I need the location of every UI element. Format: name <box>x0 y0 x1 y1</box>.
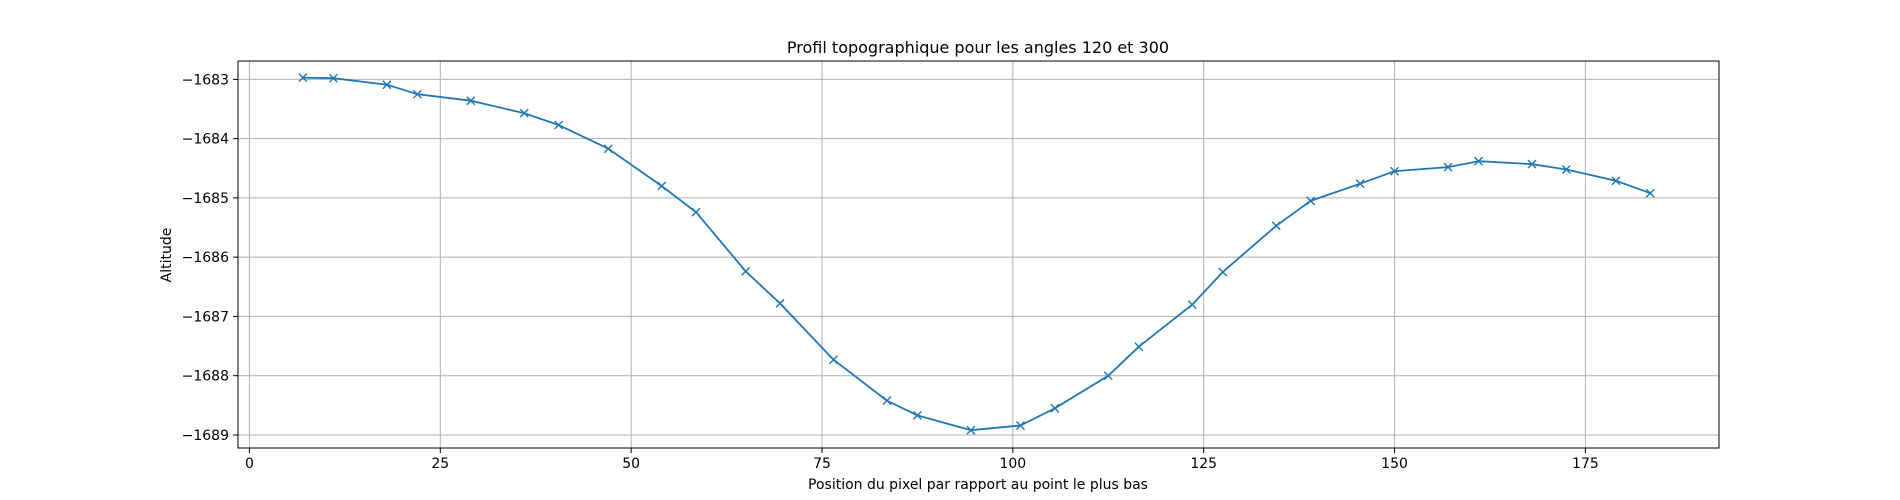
series-line <box>302 76 1651 432</box>
x-tick-label: 0 <box>245 456 254 472</box>
data-point-marker <box>328 73 338 83</box>
y-axis-label: Altitude <box>159 228 175 283</box>
data-point-marker <box>775 298 785 308</box>
data-point-marker <box>1561 164 1571 174</box>
x-axis-label: Position du pixel par rapport au point l… <box>808 477 1148 493</box>
y-tick-label: −1689 <box>182 428 229 444</box>
data-point-marker <box>1103 371 1113 381</box>
data-point-marker <box>1134 342 1144 352</box>
data-point-marker <box>1218 267 1228 277</box>
chart-title: Profil topographique pour les angles 120… <box>787 38 1169 57</box>
data-point-marker <box>466 96 476 106</box>
x-tick-label: 175 <box>1572 456 1599 472</box>
data-point-marker <box>1015 420 1025 430</box>
x-tick-label: 25 <box>431 456 449 472</box>
data-point-marker <box>519 108 529 118</box>
x-tick-label: 75 <box>813 456 831 472</box>
data-point-marker <box>882 396 892 406</box>
data-point-marker <box>1187 300 1197 310</box>
data-point-marker <box>912 410 922 420</box>
data-point-marker <box>603 144 613 154</box>
data-point-marker <box>554 120 564 130</box>
axis-ticks: 0 25 50 75 100 125 150 175 −1689 −1688 −1687 −1686 −… <box>182 72 1599 472</box>
grid-lines <box>238 61 1719 448</box>
y-tick-label: −1688 <box>182 369 229 385</box>
x-tick-label: 150 <box>1381 456 1408 472</box>
x-tick-label: 100 <box>999 456 1026 472</box>
data-point-marker <box>412 89 422 99</box>
data-point-marker <box>691 207 701 217</box>
data-point-marker <box>966 425 976 435</box>
data-point-marker <box>1390 166 1400 176</box>
y-tick-label: −1685 <box>182 191 229 207</box>
x-tick-label: 125 <box>1190 456 1217 472</box>
y-tick-label: −1684 <box>182 132 229 148</box>
data-point-marker <box>741 266 751 276</box>
data-point-marker <box>298 73 308 83</box>
data-point-marker <box>657 181 667 191</box>
data-point-marker <box>1050 403 1060 413</box>
y-tick-label: −1686 <box>182 250 229 266</box>
data-point-marker <box>1474 156 1484 166</box>
data-point-marker <box>1306 196 1316 206</box>
data-point-marker <box>1611 176 1621 186</box>
data-point-marker <box>828 355 838 365</box>
x-tick-label: 50 <box>622 456 640 472</box>
data-point-marker <box>1443 162 1453 172</box>
data-point-marker <box>1527 159 1537 169</box>
data-point-marker <box>382 80 392 90</box>
y-tick-label: −1683 <box>182 72 229 88</box>
data-point-marker <box>1355 179 1365 189</box>
data-point-marker <box>1271 221 1281 231</box>
data-series <box>298 73 1655 435</box>
data-point-marker <box>1645 188 1655 198</box>
y-tick-label: −1687 <box>182 309 229 325</box>
plot-frame <box>237 60 1720 449</box>
